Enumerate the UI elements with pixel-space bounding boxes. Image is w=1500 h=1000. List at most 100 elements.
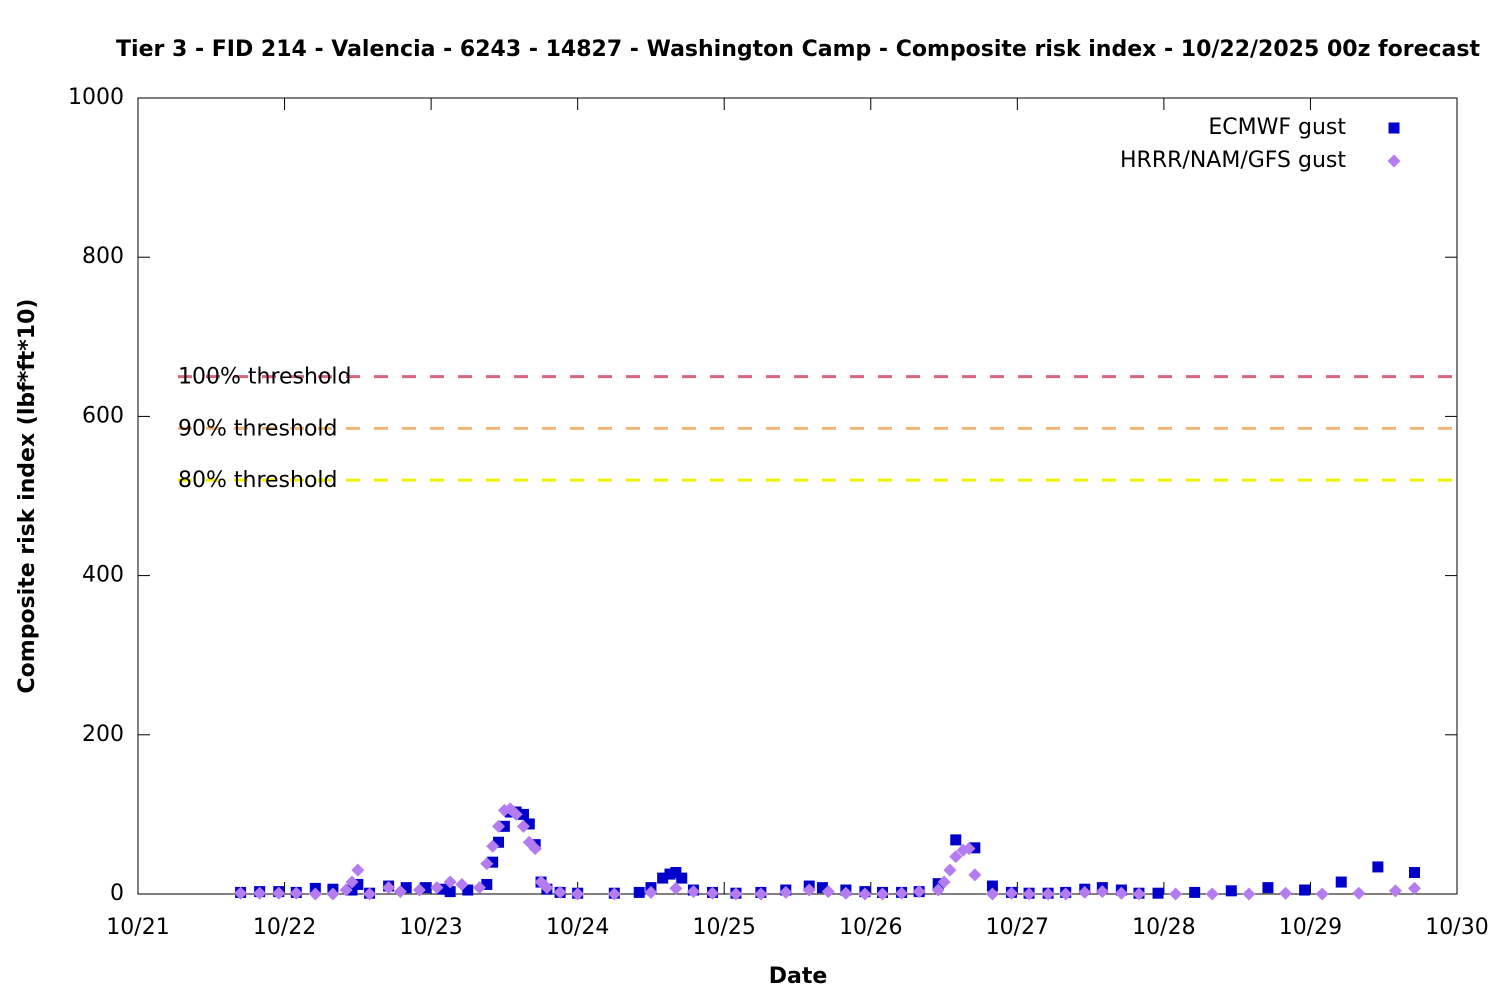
data-point xyxy=(950,834,962,846)
data-point xyxy=(487,856,499,868)
legend-label: ECMWF gust xyxy=(1208,115,1346,140)
data-point xyxy=(517,808,529,820)
data-point xyxy=(1132,887,1146,901)
x-tick-label: 10/26 xyxy=(839,915,902,940)
data-point xyxy=(1114,886,1128,900)
data-point xyxy=(352,878,364,890)
data-point xyxy=(633,886,645,898)
data-point xyxy=(351,863,365,877)
x-tick-label: 10/21 xyxy=(106,915,169,940)
legend-marker xyxy=(1388,122,1400,134)
data-point xyxy=(676,872,688,884)
x-axis-label: Date xyxy=(769,964,828,989)
data-point xyxy=(1279,886,1293,900)
x-tick-label: 10/22 xyxy=(253,915,316,940)
data-point xyxy=(705,886,719,900)
data-point xyxy=(272,886,286,900)
data-point xyxy=(1299,884,1311,896)
data-point xyxy=(345,875,359,889)
data-point xyxy=(986,880,998,892)
plot-frame xyxy=(137,97,1458,895)
data-point xyxy=(779,885,793,899)
y-axis-label: Composite risk index (lbf*ft*10) xyxy=(15,299,40,694)
data-point xyxy=(1169,887,1183,901)
data-point xyxy=(669,881,683,895)
x-tick-label: 10/25 xyxy=(693,915,756,940)
x-tick-label: 10/28 xyxy=(1132,915,1195,940)
data-point xyxy=(1242,887,1256,901)
data-point xyxy=(876,887,890,901)
data-point xyxy=(492,819,506,833)
data-point xyxy=(480,857,494,871)
data-point xyxy=(1407,881,1421,895)
data-point xyxy=(1372,861,1384,873)
data-point xyxy=(1388,884,1402,898)
data-point xyxy=(644,885,658,899)
data-point xyxy=(393,885,407,899)
data-point xyxy=(912,885,926,899)
x-tick-label: 10/29 xyxy=(1279,915,1342,940)
data-point xyxy=(553,885,567,899)
data-point xyxy=(895,886,909,900)
data-point xyxy=(486,839,500,853)
data-point xyxy=(472,881,486,895)
data-point xyxy=(1022,887,1036,901)
data-point xyxy=(1315,887,1329,901)
data-point xyxy=(858,887,872,901)
y-tick-label: 1000 xyxy=(68,85,124,110)
data-point xyxy=(509,807,523,821)
data-point xyxy=(657,872,669,884)
data-point xyxy=(1078,885,1092,899)
data-point xyxy=(729,887,743,901)
data-point xyxy=(1335,876,1347,888)
threshold-label: 90% threshold xyxy=(178,416,338,441)
data-point xyxy=(943,863,957,877)
data-point xyxy=(516,819,530,833)
data-point xyxy=(523,818,535,830)
chart-title: Tier 3 - FID 214 - Valencia - 6243 - 148… xyxy=(116,37,1480,62)
data-point xyxy=(419,882,431,894)
data-point xyxy=(455,877,469,891)
x-tick-label: 10/30 xyxy=(1425,915,1488,940)
data-point xyxy=(985,887,999,901)
data-point xyxy=(931,883,945,897)
x-tick-label: 10/24 xyxy=(546,915,609,940)
data-point xyxy=(670,867,682,879)
data-point xyxy=(326,887,340,901)
data-point xyxy=(754,887,768,901)
data-point xyxy=(234,886,248,900)
threshold-label: 100% threshold xyxy=(178,365,352,390)
data-point xyxy=(481,878,493,890)
legend-label: HRRR/NAM/GFS gust xyxy=(1120,148,1346,173)
data-point xyxy=(382,881,396,895)
data-point xyxy=(253,886,267,900)
data-point xyxy=(1205,887,1219,901)
data-point xyxy=(1095,885,1109,899)
data-point xyxy=(412,883,426,897)
data-point xyxy=(444,886,456,898)
x-tick-label: 10/27 xyxy=(986,915,1049,940)
data-point xyxy=(839,886,853,900)
data-point xyxy=(1262,882,1274,894)
legend-marker xyxy=(1387,154,1401,168)
data-point xyxy=(437,883,449,895)
data-point xyxy=(363,887,377,901)
y-tick-label: 200 xyxy=(82,722,124,747)
data-point xyxy=(1352,886,1366,900)
data-point xyxy=(289,886,303,900)
data-point xyxy=(443,875,457,889)
data-point xyxy=(462,884,474,896)
data-point xyxy=(968,868,982,882)
y-tick-label: 0 xyxy=(110,881,124,906)
data-point xyxy=(962,842,976,856)
y-tick-label: 400 xyxy=(82,563,124,588)
data-point xyxy=(969,842,981,854)
y-tick-label: 600 xyxy=(82,403,124,428)
data-point xyxy=(664,868,676,880)
data-point xyxy=(308,887,322,901)
data-point xyxy=(1189,886,1201,898)
data-point xyxy=(571,887,585,901)
data-point xyxy=(949,850,963,864)
